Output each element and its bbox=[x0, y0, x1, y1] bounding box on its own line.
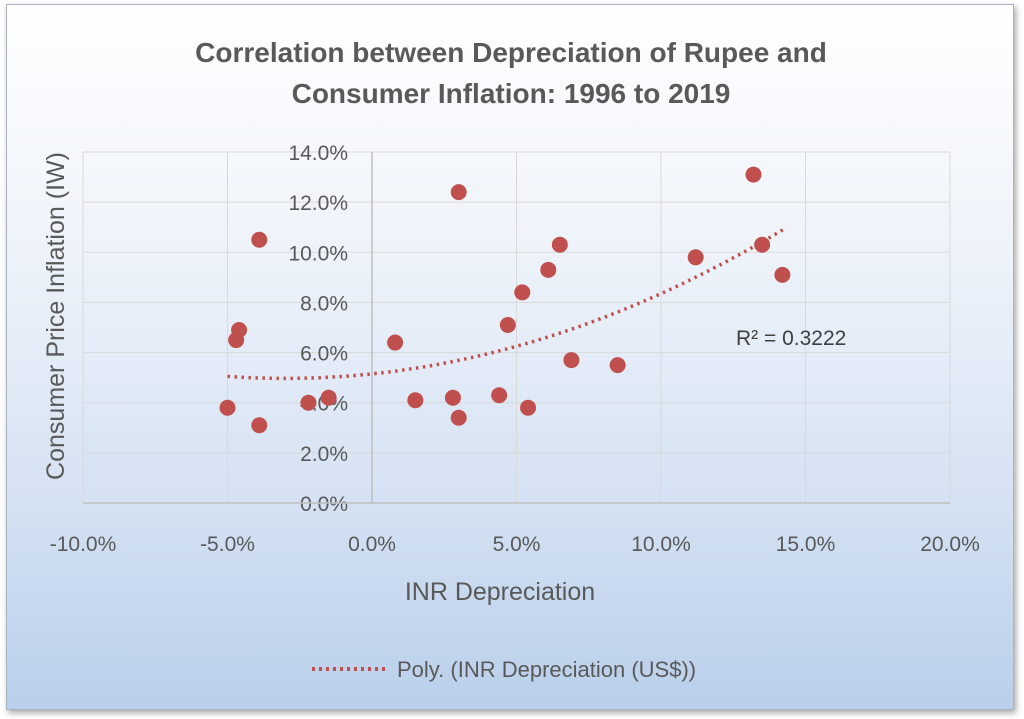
legend: Poly. (INR Depreciation (US$)) bbox=[312, 657, 696, 682]
x-tick-label: 5.0% bbox=[493, 533, 541, 556]
scatter-point bbox=[219, 399, 236, 416]
scatter-point bbox=[407, 392, 424, 409]
trend-layer bbox=[227, 226, 787, 381]
r-squared-label: R² = 0.3222 bbox=[736, 327, 846, 350]
y-tick-label: 10.0% bbox=[288, 242, 348, 265]
scatter-point bbox=[231, 322, 248, 339]
scatter-point bbox=[444, 389, 461, 406]
scatter-point bbox=[745, 166, 762, 183]
scatter-point bbox=[491, 387, 508, 404]
scatter-point bbox=[499, 316, 516, 333]
x-tick-label: -10.0% bbox=[50, 533, 117, 556]
scatter-point bbox=[300, 394, 317, 411]
y-tick-label: 0.0% bbox=[300, 493, 348, 516]
scatter-point bbox=[540, 261, 557, 278]
scatter-point bbox=[609, 357, 626, 374]
scatter-point bbox=[754, 236, 771, 253]
y-tick-label: 14.0% bbox=[288, 142, 348, 165]
y-tick-label: 2.0% bbox=[300, 443, 348, 466]
scatter-point bbox=[387, 334, 404, 351]
x-tick-label: 20.0% bbox=[920, 533, 980, 556]
legend-label: Poly. (INR Depreciation (US$)) bbox=[397, 657, 696, 682]
scatter-point bbox=[320, 389, 337, 406]
y-axis-title: Consumer Price Inflation (IW) bbox=[42, 152, 70, 480]
y-tick-label: 6.0% bbox=[300, 343, 348, 366]
chart-title-line-1: Correlation between Depreciation of Rupe… bbox=[195, 37, 827, 68]
y-tick-label: 8.0% bbox=[300, 292, 348, 315]
scatter-point bbox=[450, 409, 467, 426]
x-tick-label: 0.0% bbox=[348, 533, 396, 556]
x-tick-label: 10.0% bbox=[631, 533, 691, 556]
scatter-point bbox=[251, 231, 268, 248]
trendline bbox=[227, 226, 787, 381]
scatter-point bbox=[450, 184, 467, 201]
scatter-point bbox=[551, 236, 568, 253]
chart-title-line-2: Consumer Inflation: 1996 to 2019 bbox=[292, 78, 731, 109]
y-tick-label: 12.0% bbox=[288, 192, 348, 215]
x-tick-label: -5.0% bbox=[200, 533, 255, 556]
chart-frame bbox=[6, 4, 1014, 710]
x-axis-title: INR Depreciation bbox=[405, 578, 595, 606]
scatter-point bbox=[514, 284, 531, 301]
scatter-point bbox=[563, 352, 580, 369]
scatter-point bbox=[251, 417, 268, 434]
scatter-point bbox=[520, 399, 537, 416]
scatter-point bbox=[687, 249, 704, 266]
points-layer bbox=[219, 166, 791, 434]
scatter-point bbox=[774, 266, 791, 283]
x-tick-label: 15.0% bbox=[776, 533, 836, 556]
